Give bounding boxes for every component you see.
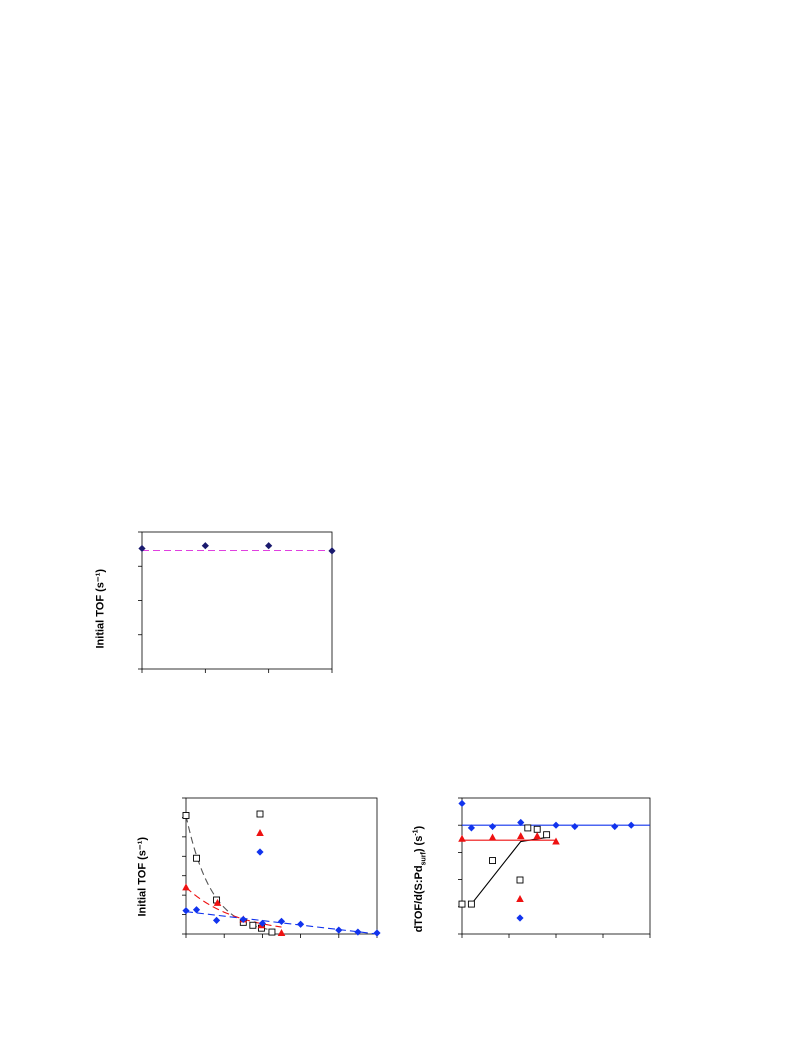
data-point [201, 542, 209, 550]
data-point [458, 834, 466, 842]
data-point [354, 928, 362, 936]
data-point [182, 883, 190, 891]
fit-line [185, 911, 378, 935]
fit-line [185, 886, 282, 928]
data-point [552, 821, 560, 829]
legend-marker [516, 876, 524, 884]
data-point [458, 799, 466, 808]
data-point [571, 822, 579, 831]
data-point [138, 544, 146, 553]
data-point [533, 825, 541, 833]
data-point [611, 822, 619, 831]
plot-frame [141, 531, 333, 670]
legend-marker [516, 914, 524, 922]
data-point [212, 916, 221, 924]
data-point [467, 900, 475, 908]
fit-line [470, 836, 547, 905]
data-point [552, 837, 560, 845]
data-point [517, 818, 525, 827]
plot-frame [461, 797, 651, 935]
data-point [182, 907, 190, 915]
chart-bottom-right-svg [458, 797, 651, 938]
data-point [335, 926, 343, 934]
plot-frame [185, 797, 378, 935]
data-point [458, 900, 466, 908]
data-point [297, 920, 305, 928]
data-point [533, 832, 541, 840]
data-point [193, 854, 200, 862]
legend-marker [256, 829, 264, 836]
legend-marker [256, 810, 264, 818]
data-point [488, 833, 497, 841]
data-point [277, 929, 286, 937]
data-point [627, 821, 635, 829]
chart-top: Initial TOF (s⁻¹) [90, 520, 350, 690]
data-point [373, 929, 381, 937]
data-point [524, 824, 532, 832]
data-point [516, 832, 525, 840]
data-point [489, 857, 497, 865]
data-point [192, 906, 201, 914]
chart-bottom-left-svg [182, 797, 381, 938]
data-point [488, 822, 497, 831]
legend-marker [516, 895, 524, 902]
data-point [213, 898, 222, 906]
legend-marker [256, 848, 264, 856]
data-point [249, 921, 257, 929]
data-point [265, 542, 273, 550]
chart-bottom-left: Initial TOF (s⁻¹) [130, 780, 390, 950]
data-point [182, 812, 190, 819]
chart-bottom-right: dTOF/d(S:Pdsurf) (s-1) [410, 780, 670, 950]
data-point [277, 917, 286, 925]
data-point [268, 928, 276, 936]
chart-top-svg [138, 531, 336, 673]
data-point [543, 831, 551, 839]
data-point [328, 547, 336, 555]
